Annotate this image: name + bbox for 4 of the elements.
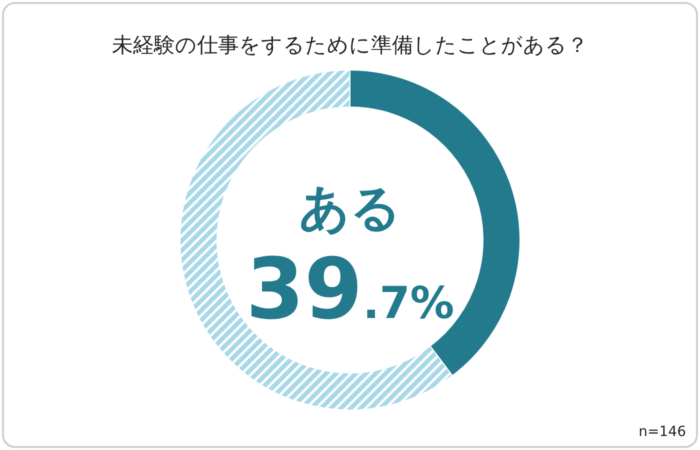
slice-label: ある: [299, 179, 401, 237]
chart-title: 未経験の仕事をするために準備したことがある？: [112, 33, 588, 57]
text: n=146: [638, 424, 686, 440]
data-label: 39.7%: [246, 240, 454, 338]
